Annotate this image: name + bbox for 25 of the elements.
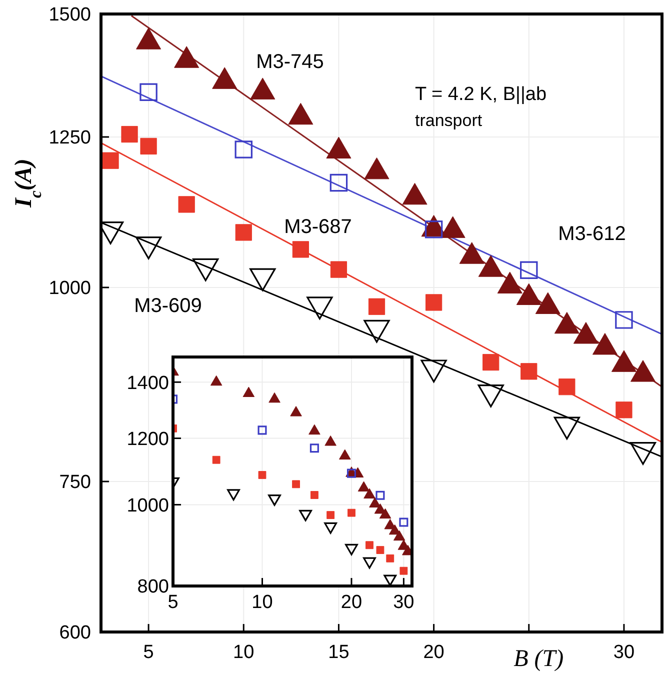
series-label: M3-609 bbox=[134, 295, 202, 317]
y-tick-label: 1200 bbox=[126, 428, 169, 450]
y-tick-label: 1500 bbox=[48, 4, 91, 26]
x-tick-label: 10 bbox=[252, 592, 273, 613]
x-tick-label: 30 bbox=[613, 642, 635, 663]
x-tick-label: 5 bbox=[168, 592, 178, 613]
y-tick-label: 1400 bbox=[126, 372, 169, 394]
x-tick-label: 30 bbox=[393, 592, 414, 613]
x-tick-label: 5 bbox=[143, 642, 154, 663]
y-tick-label: 750 bbox=[59, 472, 91, 494]
y-tick-label: 1000 bbox=[48, 278, 91, 300]
series-label: M3-745 bbox=[256, 51, 324, 73]
y-tick-label: 1000 bbox=[126, 495, 169, 516]
x-axis-title: B (T) bbox=[514, 646, 564, 672]
series-label: M3-687 bbox=[284, 216, 352, 238]
y-tick-label: 1250 bbox=[48, 128, 91, 149]
x-tick-label: 20 bbox=[423, 642, 444, 663]
x-tick-label: 15 bbox=[328, 642, 350, 663]
x-tick-label: 20 bbox=[340, 592, 362, 613]
x-tick-label: 10 bbox=[233, 642, 254, 663]
annotation: T = 4.2 K, B||ab bbox=[415, 84, 547, 105]
y-tick-label: 800 bbox=[137, 576, 169, 598]
series-label: M3-612 bbox=[558, 223, 626, 245]
annotation: transport bbox=[415, 111, 482, 130]
y-tick-label: 600 bbox=[59, 622, 91, 644]
